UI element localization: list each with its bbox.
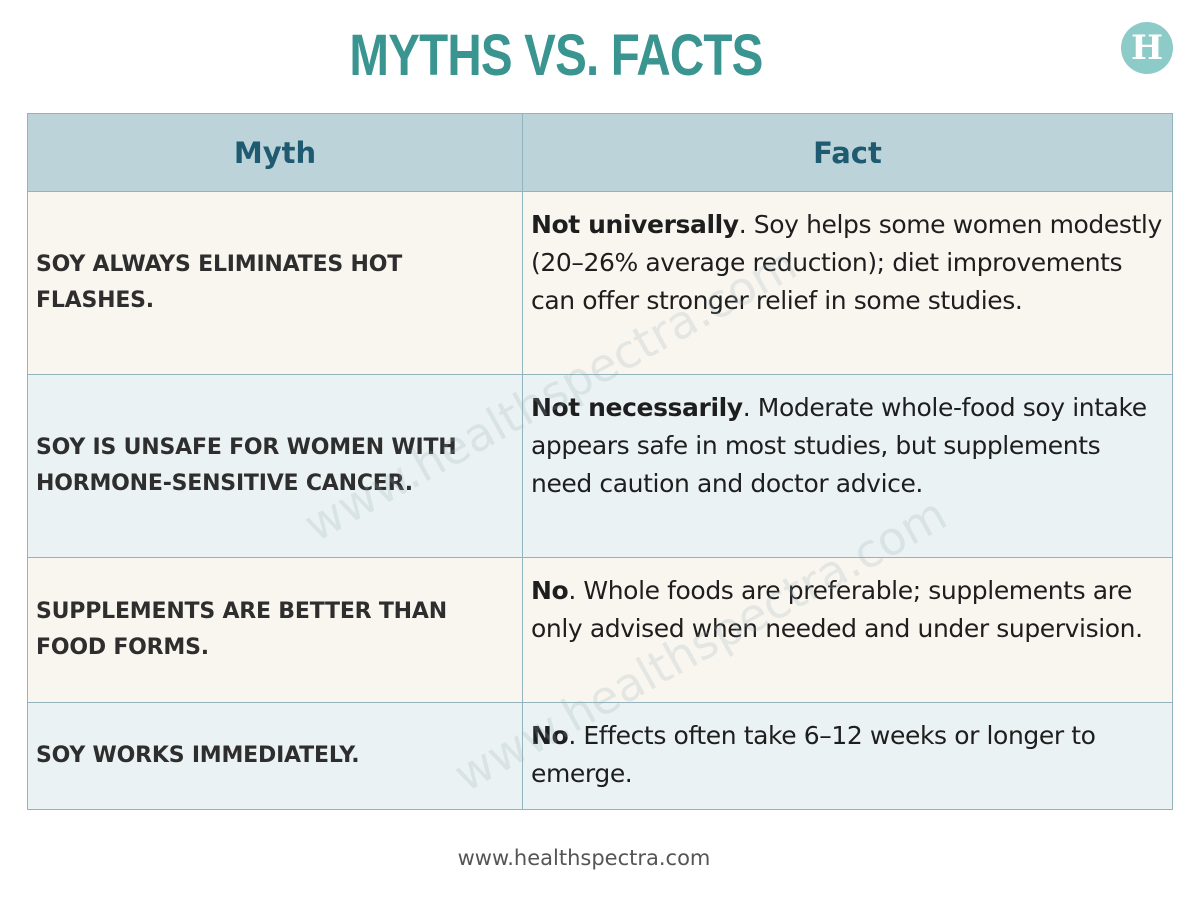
myth-text: SUPPLEMENTS ARE BETTER THAN FOOD FORMS. [36, 599, 447, 660]
fact-explanation: . Soy helps some women modestly (20–26% … [531, 210, 1162, 315]
table-header-row: Myth Fact [28, 114, 1172, 192]
table-row: SOY IS UNSAFE FOR WOMEN WITH HORMONE-SEN… [28, 375, 1172, 558]
fact-verdict: No [531, 576, 569, 605]
fact-cell: No. Whole foods are preferable; suppleme… [523, 558, 1172, 702]
table-row: SOY ALWAYS ELIMINATES HOT FLASHES. Not u… [28, 192, 1172, 375]
fact-text: No. Effects often take 6–12 weeks or lon… [531, 717, 1166, 793]
myth-column-header: Myth [28, 114, 523, 191]
fact-text: No. Whole foods are preferable; suppleme… [531, 572, 1166, 648]
fact-column-header: Fact [813, 135, 882, 170]
fact-explanation: . Whole foods are preferable; supplement… [531, 576, 1143, 643]
fact-verdict: Not universally [531, 210, 739, 239]
footer-url: www.healthspectra.com [457, 846, 711, 870]
fact-verdict: No [531, 721, 569, 750]
myth-text: SOY ALWAYS ELIMINATES HOT FLASHES. [36, 252, 403, 313]
fact-cell: Not necessarily. Moderate whole-food soy… [523, 375, 1172, 557]
myth-cell: SOY IS UNSAFE FOR WOMEN WITH HORMONE-SEN… [28, 375, 523, 557]
myth-cell: SOY WORKS IMMEDIATELY. [28, 703, 523, 809]
myth-cell: SUPPLEMENTS ARE BETTER THAN FOOD FORMS. [28, 558, 523, 702]
myth-text: SOY IS UNSAFE FOR WOMEN WITH HORMONE-SEN… [36, 435, 457, 496]
page-title: MYTHS VS. FACTS [349, 23, 763, 88]
fact-verdict: Not necessarily [531, 393, 743, 422]
myth-text: SOY WORKS IMMEDIATELY. [36, 743, 360, 768]
table-row: SUPPLEMENTS ARE BETTER THAN FOOD FORMS. … [28, 558, 1172, 703]
fact-cell: Not universally. Soy helps some women mo… [523, 192, 1172, 374]
myths-facts-table: Myth Fact SOY ALWAYS ELIMINATES HOT FLAS… [27, 113, 1173, 810]
fact-explanation: . Moderate whole-food soy intake appears… [531, 393, 1147, 498]
fact-cell: No. Effects often take 6–12 weeks or lon… [523, 703, 1172, 809]
myth-cell: SOY ALWAYS ELIMINATES HOT FLASHES. [28, 192, 523, 374]
brand-logo-icon: H [1121, 22, 1173, 74]
table-row: SOY WORKS IMMEDIATELY. No. Effects often… [28, 703, 1172, 809]
fact-text: Not necessarily. Moderate whole-food soy… [531, 389, 1166, 503]
fact-explanation: . Effects often take 6–12 weeks or longe… [531, 721, 1096, 788]
fact-text: Not universally. Soy helps some women mo… [531, 206, 1166, 320]
